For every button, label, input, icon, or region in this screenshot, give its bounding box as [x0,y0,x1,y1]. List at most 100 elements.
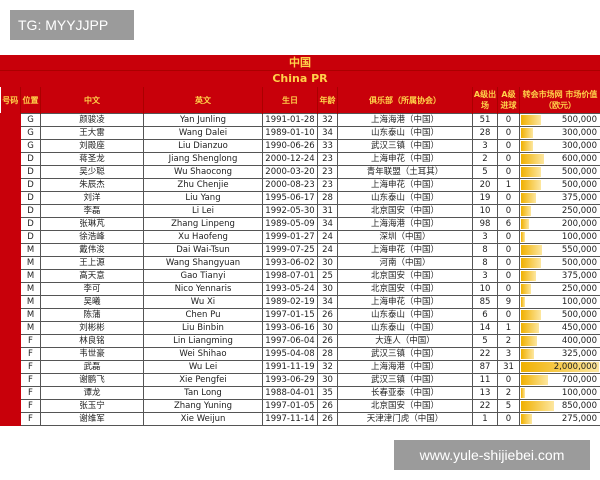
table-row: M 吴曦 Wu Xi 1989-02-19 34 上海申花（中国） 85 9 100,000 [0,295,600,309]
market-value-text: 375,000 [561,193,597,203]
club-cell: 天津津门虎（中国） [337,412,473,426]
birthdate-cell: 1988-04-01 [262,386,318,400]
goals-cell: 2 [497,386,520,400]
market-value-cell: 250,000 [519,204,600,218]
table-row: F 武磊 Wu Lei 1991-11-19 32 上海海港（中国） 87 31 2,000,0… [0,360,600,374]
goals-cell: 0 [497,256,520,270]
column-header: 年龄 [317,87,338,114]
club-cell: 大连人（中国） [337,334,473,348]
english-name-cell: Wang Shangyuan [143,256,263,270]
table-row: F 林良铭 Lin Liangming 1997-06-04 26 大连人（中国） 5 2 40… [0,334,600,348]
market-value-cell: 500,000 [519,113,600,127]
market-value-cell: 325,000 [519,347,600,361]
position-cell: D [20,152,41,166]
market-value-cell: 850,000 [519,399,600,413]
number-cell [0,269,21,283]
caps-cell: 8 [472,256,498,270]
market-value-cell: 2,000,000 [519,360,600,374]
birthdate-cell: 1998-07-01 [262,269,318,283]
number-cell [0,282,21,296]
column-header: 号码 [0,87,21,114]
age-cell: 30 [317,256,338,270]
goals-cell: 3 [497,347,520,361]
table-row: F 谢鹏飞 Xie Pengfei 1993-06-29 30 武汉三镇（中国） 11 0 70… [0,373,600,387]
number-cell [0,152,21,166]
club-cell: 上海海港（中国） [337,217,473,231]
age-cell: 34 [317,295,338,309]
chinese-name-cell: 吴少聪 [40,165,144,179]
birthdate-cell: 1989-02-19 [262,295,318,309]
market-value-text: 700,000 [561,375,597,385]
chinese-name-cell: 谢鹏飞 [40,373,144,387]
market-value-text: 450,000 [561,323,597,333]
english-name-cell: Xie Pengfei [143,373,263,387]
market-value-cell: 100,000 [519,295,600,309]
position-cell: M [20,321,41,335]
column-header: 生日 [262,87,318,114]
english-name-cell: Wei Shihao [143,347,263,361]
chinese-name-cell: 李可 [40,282,144,296]
number-cell [0,204,21,218]
value-bar [521,336,537,346]
birthdate-cell: 1999-01-27 [262,230,318,244]
squad-table: 号码 位置 中文 英文 生日 年龄 俱乐部（所属协会） A级出场 A级进球 转会市场网 市场价值（… [0,87,600,426]
number-cell [0,243,21,257]
chinese-name-cell: 谭龙 [40,386,144,400]
age-cell: 32 [317,113,338,127]
birthdate-cell: 1997-11-14 [262,412,318,426]
chinese-name-cell: 武磊 [40,360,144,374]
chinese-name-cell: 刘殿座 [40,139,144,153]
caps-cell: 13 [472,386,498,400]
age-cell: 33 [317,139,338,153]
market-value-cell: 500,000 [519,308,600,322]
market-value-cell: 500,000 [519,165,600,179]
caps-cell: 11 [472,373,498,387]
market-value-cell: 250,000 [519,282,600,296]
market-value-text: 500,000 [561,167,597,177]
club-cell: 山东泰山（中国） [337,321,473,335]
table-row: D 吴少聪 Wu Shaocong 2000-03-20 23 青年联盟（土耳其） 5 0 50… [0,165,600,179]
market-value-cell: 500,000 [519,178,600,192]
market-value-text: 200,000 [561,219,597,229]
market-value-text: 100,000 [561,232,597,242]
birthdate-cell: 1999-07-25 [262,243,318,257]
age-cell: 30 [317,282,338,296]
number-cell [0,126,21,140]
chinese-name-cell: 陈蒲 [40,308,144,322]
value-bar [521,388,525,398]
english-name-cell: Wu Shaocong [143,165,263,179]
value-bar [521,349,534,359]
market-value-cell: 100,000 [519,386,600,400]
caps-cell: 8 [472,243,498,257]
birthdate-cell: 2000-08-23 [262,178,318,192]
caps-cell: 5 [472,334,498,348]
table-row: F 谭龙 Tan Long 1988-04-01 35 长春亚泰（中国） 13 2 100,00… [0,386,600,400]
market-value-cell: 600,000 [519,152,600,166]
english-name-cell: Liu Binbin [143,321,263,335]
club-cell: 青年联盟（土耳其） [337,165,473,179]
position-cell: F [20,334,41,348]
number-cell [0,321,21,335]
caps-cell: 6 [472,308,498,322]
birthdate-cell: 1995-06-17 [262,191,318,205]
goals-cell: 0 [497,126,520,140]
title-chinese: 中国 [0,55,600,71]
market-value-text: 275,000 [561,414,597,424]
value-bar [521,284,531,294]
table-row: F 韦世豪 Wei Shihao 1995-04-08 28 武汉三镇（中国） 22 3 325… [0,347,600,361]
caps-cell: 3 [472,139,498,153]
value-bar [521,362,599,372]
goals-cell: 1 [497,178,520,192]
goals-cell: 0 [497,191,520,205]
english-name-cell: Li Lei [143,204,263,218]
age-cell: 26 [317,412,338,426]
market-value-cell: 200,000 [519,217,600,231]
number-cell [0,334,21,348]
chinese-name-cell: 徐浩峰 [40,230,144,244]
birthdate-cell: 1997-06-04 [262,334,318,348]
club-cell: 北京国安（中国） [337,399,473,413]
age-cell: 26 [317,308,338,322]
market-value-cell: 550,000 [519,243,600,257]
position-cell: F [20,412,41,426]
market-value-cell: 300,000 [519,126,600,140]
